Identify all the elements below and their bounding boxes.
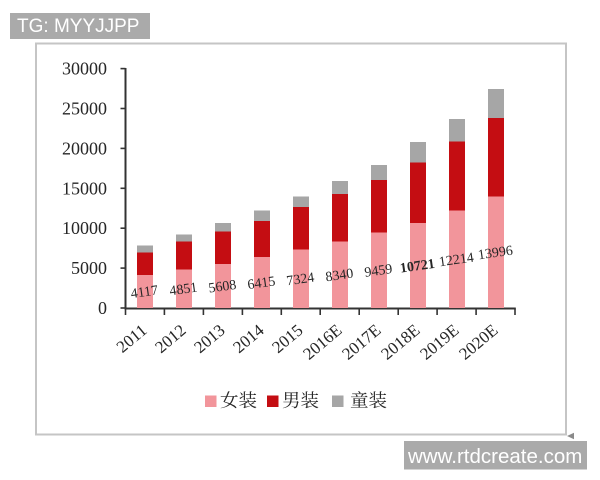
svg-text:13996: 13996 xyxy=(477,244,514,264)
svg-text:10721: 10721 xyxy=(399,257,436,277)
svg-text:7324: 7324 xyxy=(286,271,316,290)
svg-text:25000: 25000 xyxy=(62,99,107,119)
svg-text:8340: 8340 xyxy=(325,267,355,286)
svg-text:10000: 10000 xyxy=(62,218,107,238)
svg-text:TG: MYYJJPP: TG: MYYJJPP xyxy=(17,16,139,37)
svg-text:www.rtdcreate.com: www.rtdcreate.com xyxy=(407,445,582,468)
svg-text:5608: 5608 xyxy=(208,278,238,297)
svg-text:12214: 12214 xyxy=(438,251,475,271)
svg-text:15000: 15000 xyxy=(62,178,107,198)
svg-text:6415: 6415 xyxy=(247,274,277,293)
svg-text:4851: 4851 xyxy=(169,281,199,300)
svg-text:30000: 30000 xyxy=(62,59,107,79)
svg-text:4117: 4117 xyxy=(130,283,159,302)
svg-text:20000: 20000 xyxy=(62,138,107,158)
svg-text:0: 0 xyxy=(98,298,107,318)
svg-text:5000: 5000 xyxy=(71,258,107,278)
svg-text:9459: 9459 xyxy=(364,262,394,281)
